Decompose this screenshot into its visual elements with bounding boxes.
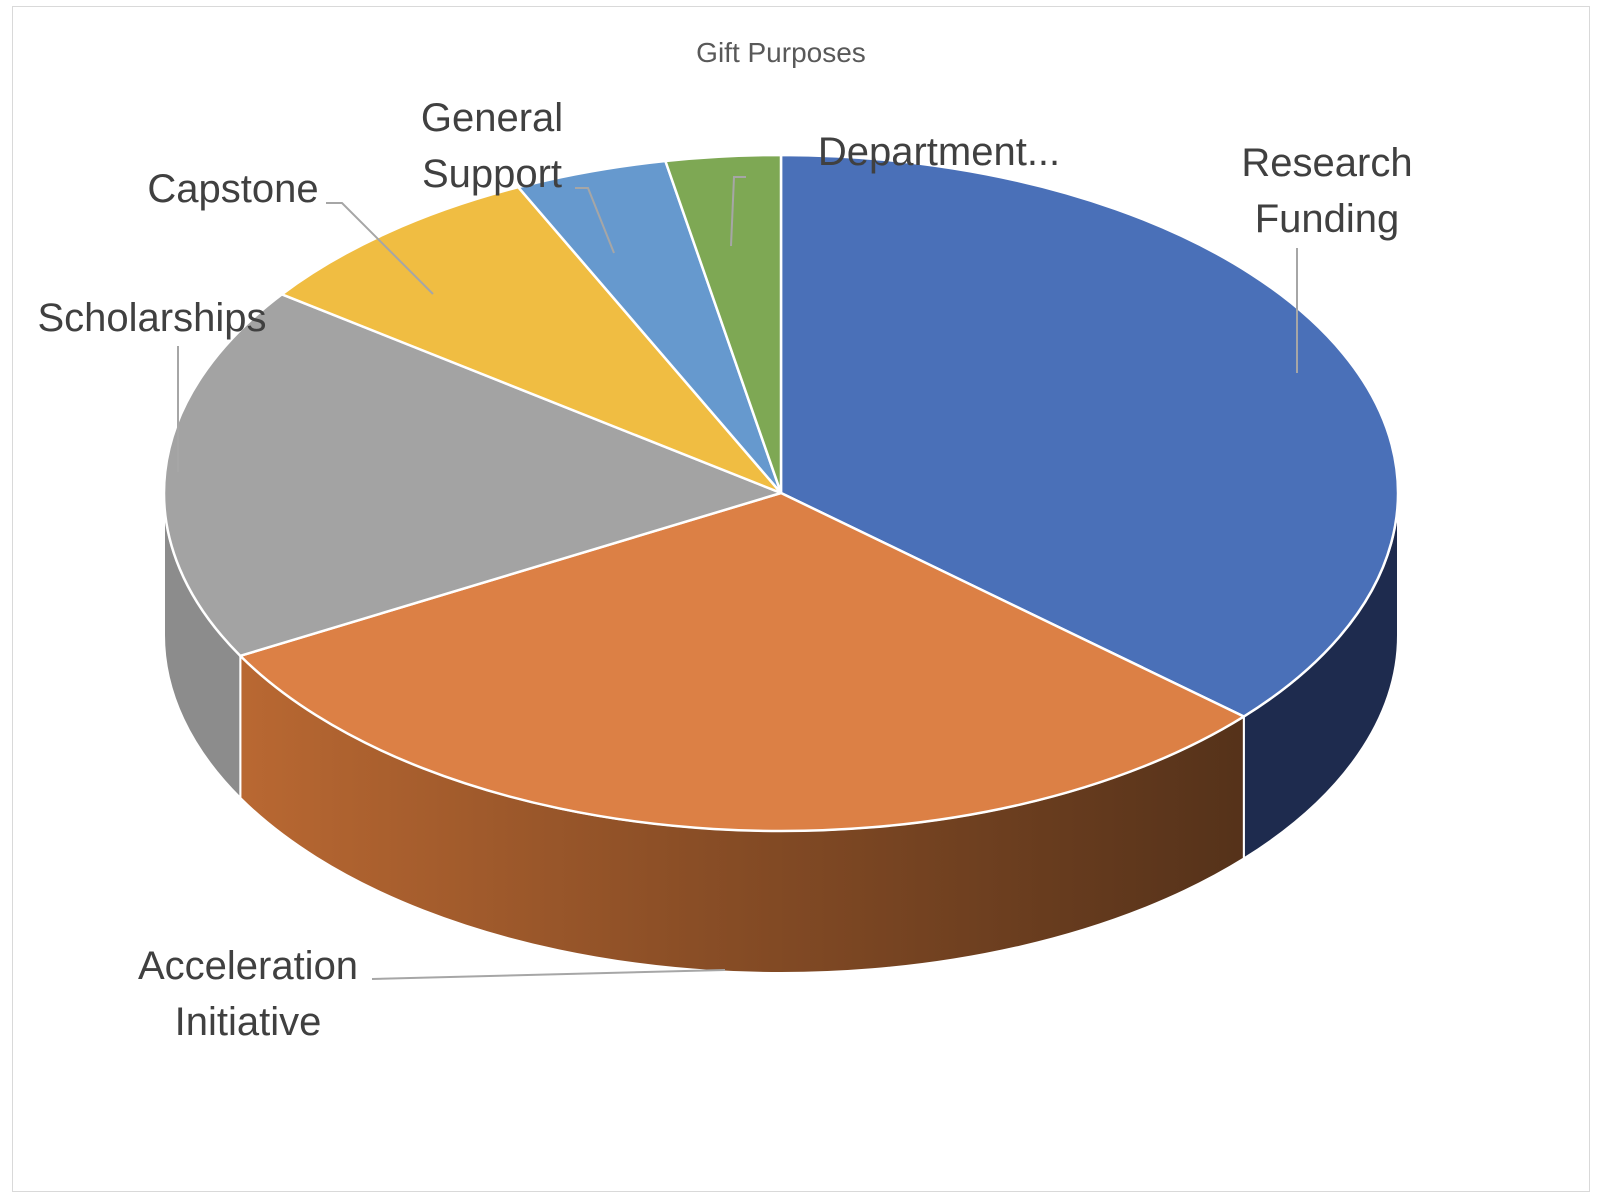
leader-line-acceleration-initiative — [371, 969, 726, 980]
data-label-line: Acceleration — [138, 944, 358, 988]
data-label-research-funding: Research Funding — [1241, 141, 1412, 241]
data-label-line: Support — [422, 152, 562, 196]
data-label-scholarships: Scholarships — [37, 296, 266, 340]
pie-top-faces — [162, 153, 1400, 833]
slice-labels: Research Funding Acceleration Initiative Sch… — [37, 96, 1412, 1044]
data-label-acceleration-initiative: Acceleration Initiative — [138, 944, 358, 1044]
data-label-line: Initiative — [175, 1000, 322, 1044]
leader-line-capstone — [326, 202, 434, 295]
leader-lines — [177, 176, 1298, 980]
data-label-line: Capstone — [147, 167, 318, 211]
data-label-line: General — [421, 96, 563, 140]
data-label-line: Research — [1241, 141, 1412, 185]
pie-slice-acceleration-initiative[interactable] — [239, 491, 1246, 833]
pie-slice-scholarships[interactable] — [162, 293, 783, 658]
data-label-department: Department... — [818, 130, 1060, 174]
leader-line-general-support — [575, 187, 615, 254]
data-label-line: Scholarships — [37, 296, 266, 340]
pie-slice-research-funding[interactable] — [779, 153, 1400, 718]
data-label-general-support: General Support — [421, 96, 563, 196]
chart-title: Gift Purposes — [696, 37, 866, 68]
pie-slice-department[interactable] — [664, 153, 783, 495]
data-label-line: Funding — [1255, 197, 1400, 241]
pie-slice-capstone[interactable] — [280, 185, 783, 495]
data-label-line: Department... — [818, 130, 1060, 174]
leader-line-department — [730, 176, 746, 247]
data-label-capstone: Capstone — [147, 167, 318, 211]
